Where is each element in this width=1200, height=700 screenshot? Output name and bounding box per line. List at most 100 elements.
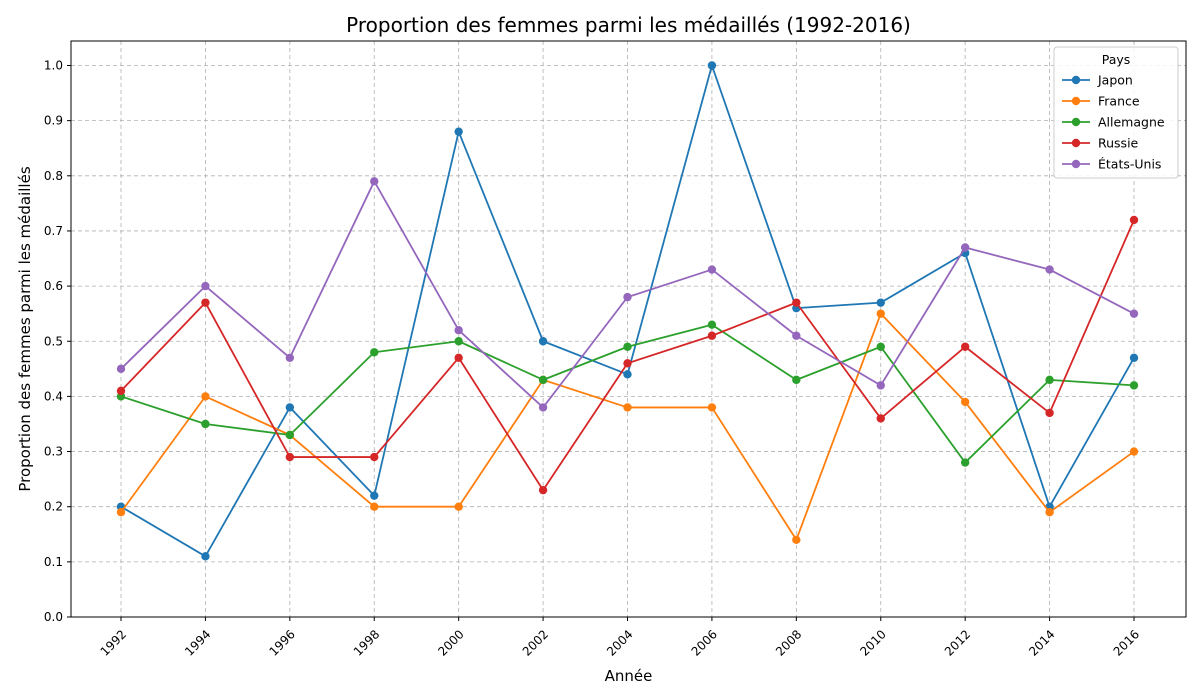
legend-marker — [1071, 96, 1081, 106]
series--tats-unis — [116, 177, 1139, 412]
legend-item: France — [1062, 94, 1140, 109]
data-point — [201, 392, 210, 401]
data-point — [1129, 353, 1139, 362]
grid — [71, 41, 1186, 618]
data-point — [623, 342, 632, 351]
legend-label: Allemagne — [1098, 115, 1165, 130]
data-point — [960, 342, 970, 351]
legend-item: États-Unis — [1062, 157, 1161, 172]
data-point — [960, 397, 970, 407]
chart-title: Proportion des femmes parmi les médaillé… — [346, 13, 911, 37]
legend-item: Allemagne — [1062, 115, 1165, 130]
data-point — [201, 298, 210, 307]
y-axis-label: Proportion des femmes parmi les médaillé… — [16, 166, 34, 491]
x-tick-label: 2014 — [1026, 627, 1057, 658]
data-point — [792, 298, 801, 307]
legend-label: États-Unis — [1098, 157, 1161, 172]
data-point — [792, 331, 801, 340]
x-axis-ticks: 1992 1994 1996 1998 2000 2002 2004 2006 2008 2010… — [98, 617, 1142, 659]
data-point — [116, 364, 126, 374]
data-point — [370, 502, 379, 511]
data-point — [623, 359, 632, 368]
data-point — [1045, 375, 1054, 385]
series-allemagne — [116, 320, 1139, 467]
data-point — [1045, 508, 1054, 517]
data-point — [285, 353, 295, 362]
y-tick-label: 0.1 — [44, 555, 63, 569]
data-point — [116, 386, 126, 396]
legend-marker — [1071, 75, 1081, 85]
data-point — [960, 458, 970, 467]
data-point — [876, 381, 885, 390]
x-tick-label: 2008 — [773, 627, 804, 658]
data-point — [454, 502, 463, 511]
series-japon — [116, 61, 1139, 561]
x-tick-label: 1994 — [182, 627, 213, 658]
data-point — [623, 292, 632, 302]
legend-item: Japon — [1062, 73, 1133, 88]
y-tick-label: 0.3 — [44, 445, 63, 459]
y-tick-label: 0.0 — [44, 610, 63, 624]
y-tick-label: 0.9 — [44, 114, 63, 128]
plot-area-frame — [70, 40, 1187, 618]
data-point — [707, 265, 717, 274]
data-point — [370, 177, 379, 186]
data-point — [623, 370, 632, 379]
data-point — [1129, 447, 1139, 456]
x-tick-label: 2012 — [942, 627, 973, 658]
y-tick-label: 0.5 — [44, 334, 63, 348]
y-tick-label: 0.2 — [44, 500, 63, 514]
x-tick-label: 2000 — [435, 627, 466, 658]
x-tick-label: 2006 — [689, 627, 720, 658]
data-point — [454, 337, 463, 346]
x-tick-label: 2004 — [604, 627, 635, 658]
data-point — [707, 403, 717, 412]
legend-marker — [1071, 138, 1081, 148]
legend-label: Japon — [1097, 73, 1133, 88]
x-tick-label: 1996 — [266, 627, 297, 658]
data-point — [623, 403, 632, 412]
x-tick-label: 2010 — [857, 627, 888, 658]
data-point — [792, 535, 801, 544]
legend-item: Russie — [1062, 136, 1139, 151]
data-point — [1129, 215, 1139, 225]
data-point — [285, 452, 295, 462]
legend-label: France — [1098, 94, 1140, 109]
data-point — [1129, 381, 1139, 390]
legend-marker — [1071, 159, 1081, 169]
data-point — [285, 403, 295, 412]
data-point — [370, 348, 379, 357]
data-point — [538, 403, 548, 412]
data-point — [538, 485, 548, 495]
legend-items: Japon France Allemagne Russie États-Unis — [1062, 73, 1165, 172]
data-point — [876, 342, 885, 351]
series-layer — [116, 61, 1139, 561]
x-tick-label: 1998 — [351, 627, 382, 658]
data-point — [538, 375, 548, 385]
data-point — [370, 452, 379, 462]
data-point — [454, 353, 463, 362]
data-point — [454, 326, 463, 335]
data-point — [370, 491, 379, 500]
data-point — [792, 375, 801, 385]
data-point — [707, 331, 717, 340]
y-tick-label: 1.0 — [44, 59, 63, 73]
data-point — [538, 337, 548, 346]
series-russie — [116, 215, 1139, 495]
data-point — [876, 309, 885, 318]
x-tick-label: 2016 — [1111, 627, 1142, 658]
data-point — [707, 61, 717, 70]
data-point — [960, 243, 970, 252]
data-point — [285, 430, 295, 440]
y-tick-label: 0.8 — [44, 169, 63, 183]
y-tick-label: 0.7 — [44, 224, 63, 238]
y-tick-label: 0.6 — [44, 279, 63, 293]
y-axis-ticks: 0.0 0.1 0.2 0.3 0.4 0.5 0.6 0.7 0.8 0.9 1.0 — [44, 59, 71, 624]
x-tick-label: 1992 — [98, 627, 129, 658]
data-point — [1045, 408, 1054, 418]
legend-label: Russie — [1098, 136, 1139, 151]
data-point — [876, 298, 885, 307]
data-point — [201, 419, 210, 429]
x-axis-label: Année — [605, 667, 653, 685]
